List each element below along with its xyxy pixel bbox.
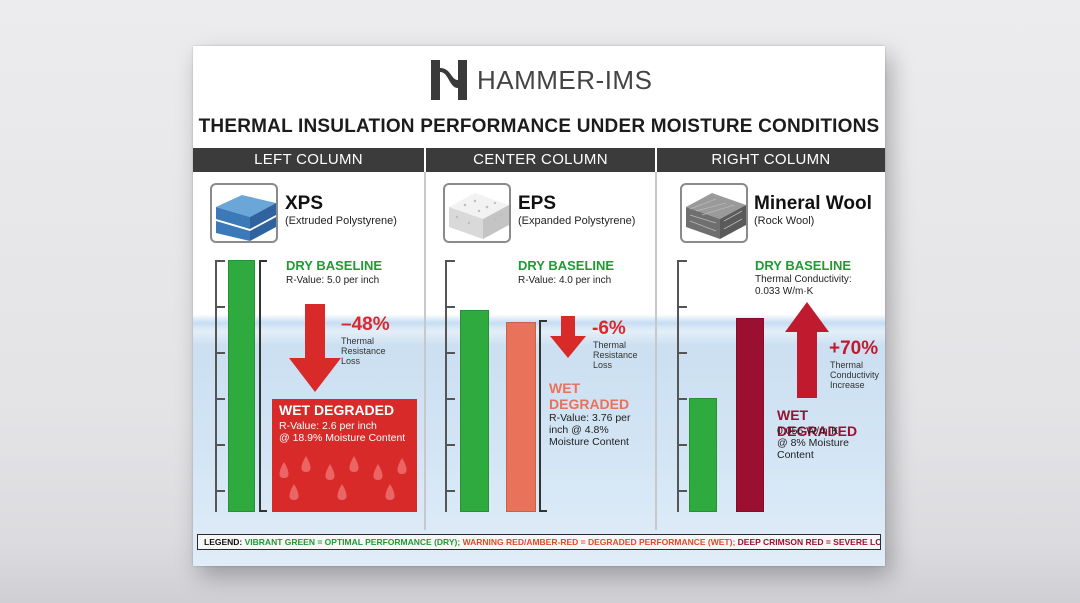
wet-label: WET DEGRADED	[279, 402, 395, 418]
y-axis	[215, 260, 217, 512]
down-arrow-icon	[550, 316, 586, 358]
axis-tick	[677, 490, 687, 492]
bar-eps-wet	[506, 322, 536, 512]
change-percent: –48%	[341, 314, 390, 335]
change-note: Thermal Resistance Loss	[341, 336, 386, 366]
eps-board-icon	[443, 183, 511, 243]
dry-description: R-Value: 5.0 per inch	[286, 275, 380, 286]
axis-tick	[445, 352, 455, 354]
xps-board-icon	[210, 183, 278, 243]
axis-tick	[215, 260, 225, 262]
dry-description: R-Value: 4.0 per inch	[518, 275, 612, 286]
wet-description: R-Value: 2.6 per inch @ 18.9% Moisture C…	[279, 420, 406, 444]
material-name: Mineral Wool	[754, 193, 872, 214]
bar-bracket	[539, 510, 547, 512]
dry-label: DRY BASELINE	[755, 258, 852, 273]
column-divider	[655, 172, 657, 530]
bar-xps-dry	[228, 260, 255, 512]
y-axis	[445, 260, 447, 512]
dry-label: DRY BASELINE	[518, 258, 615, 273]
bar-bracket	[259, 260, 267, 262]
axis-tick	[677, 398, 687, 400]
down-arrow-icon	[289, 304, 341, 392]
dry-label: DRY BASELINE	[286, 258, 383, 273]
axis-tick	[215, 444, 225, 446]
hammer-logo-icon	[431, 60, 467, 100]
material-name: XPS	[285, 193, 324, 214]
poster-header	[193, 46, 885, 146]
brand-logo: HAMMER-IMS	[429, 58, 652, 102]
column-header-center: CENTER COLUMN	[426, 148, 655, 172]
bar-eps-dry	[460, 310, 489, 512]
up-arrow-icon	[785, 302, 829, 398]
axis-tick	[445, 444, 455, 446]
axis-tick	[215, 398, 225, 400]
bar-mineral-wool-dry	[689, 397, 717, 512]
bar-bracket	[259, 510, 267, 512]
material-subtitle: (Extruded Polystyrene)	[285, 215, 397, 227]
change-percent: +70%	[829, 338, 879, 359]
dry-description: Thermal Conductivity: 0.033 W/m·K	[755, 274, 852, 297]
axis-tick	[445, 490, 455, 492]
bar-mineral-wool-wet	[736, 317, 764, 512]
axis-tick	[677, 260, 687, 262]
chart-legend: LEGEND: VIBRANT GREEN = OPTIMAL PERFORMA…	[197, 534, 881, 550]
axis-tick	[445, 398, 455, 400]
axis-tick	[445, 260, 455, 262]
column-header-right: RIGHT COLUMN	[657, 148, 885, 172]
wet-label: WET DEGRADED	[777, 407, 858, 439]
axis-tick	[677, 352, 687, 354]
axis-tick	[215, 490, 225, 492]
axis-tick	[215, 306, 225, 308]
column-header-left: LEFT COLUMN	[193, 148, 424, 172]
y-axis	[677, 260, 679, 512]
column-divider	[424, 172, 426, 530]
material-subtitle: (Expanded Polystyrene)	[518, 215, 636, 227]
wet-description: R-Value: 3.76 per inch @ 4.8% Moisture C…	[549, 412, 631, 448]
infographic-poster: HAMMER-IMS THERMAL INSULATION PERFORMANC…	[193, 46, 885, 566]
brand-name: HAMMER-IMS	[477, 64, 653, 95]
bar-bracket	[259, 260, 261, 512]
legend-crimson: DEEP CRIMSON RED = SEVERE LOSS/INCREASE …	[737, 537, 880, 547]
axis-tick	[445, 306, 455, 308]
legend-red: WARNING RED/AMBER-RED = DEGRADED PERFORM…	[462, 537, 736, 547]
wet-label: WET DEGRADED	[549, 380, 630, 412]
change-note: Thermal Resistance Loss	[593, 340, 638, 370]
water-drop-icon	[279, 455, 407, 500]
change-percent: -6%	[592, 318, 626, 339]
material-subtitle: (Rock Wool)	[754, 215, 815, 227]
wet-description: 0.056 W/m·K @ 8% Moisture Content	[777, 425, 849, 461]
axis-tick	[215, 352, 225, 354]
bar-bracket	[539, 320, 547, 322]
axis-tick	[677, 444, 687, 446]
axis-tick	[677, 306, 687, 308]
legend-key: LEGEND:	[204, 537, 243, 547]
bar-xps-wet	[272, 398, 417, 512]
bar-bracket	[539, 320, 541, 512]
mineral-wool-icon	[680, 183, 748, 243]
legend-green: VIBRANT GREEN = OPTIMAL PERFORMANCE (DRY…	[244, 537, 461, 547]
poster-title: THERMAL INSULATION PERFORMANCE UNDER MOI…	[198, 116, 880, 137]
material-name: EPS	[518, 193, 557, 214]
change-note: Thermal Conductivity Increase	[830, 360, 880, 390]
